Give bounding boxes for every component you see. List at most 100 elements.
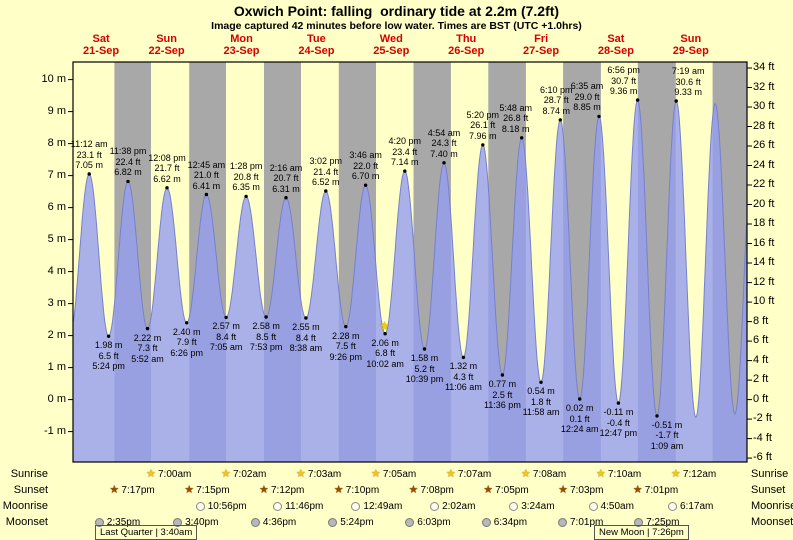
tide-annotation-low: -0.11 m -0.4 ft 12:47 pm — [590, 407, 646, 439]
tide-extreme-dot — [500, 373, 505, 377]
astro-time: 7:12am — [682, 469, 717, 480]
tide-area — [73, 100, 747, 462]
y-axis-label-ft: 34 ft — [753, 61, 775, 73]
day-date: 22-Sep — [148, 45, 185, 57]
annotation-line: 21.4 ft — [313, 166, 339, 177]
tide-annotation-low: 0.02 m 0.1 ft 12:24 am — [552, 403, 608, 435]
annotation-line: 5.2 ft — [414, 363, 435, 374]
annotation-line: 6:26 pm — [170, 347, 203, 358]
annotation-line: 23.1 ft — [76, 149, 102, 160]
y-axis-label-ft: -6 ft — [753, 451, 772, 464]
annotation-line: 0.54 m — [527, 386, 555, 397]
annotation-line: 2.28 m — [332, 330, 360, 341]
tide-annotation-high: 12:45 am 21.0 ft 6.41 m — [178, 160, 234, 192]
annotation-line: 2:16 am — [269, 162, 303, 173]
astro-time: 7:10am — [607, 469, 642, 480]
annotation-line: 1.58 m — [410, 353, 439, 363]
sunset-star-icon: ★ — [632, 484, 643, 496]
astro-time: 3:24am — [521, 501, 555, 512]
tide-annotation-high: 4:54 am 24.3 ft 7.40 m — [416, 128, 472, 160]
annotation-line: 23.4 ft — [392, 146, 418, 157]
day-name: Fri — [534, 33, 549, 45]
sunrise-star-icon: ★ — [445, 468, 456, 480]
annotation-line: 7:53 pm — [249, 342, 283, 352]
annotation-line: 1.98 m — [94, 340, 123, 351]
annotation-line: 6.52 m — [312, 177, 340, 187]
annotation-line: 11:12 am — [70, 139, 108, 149]
sunrise-star-icon: ★ — [295, 468, 306, 480]
annotation-line: 2.22 m — [133, 332, 162, 343]
annotation-line: 6:10 pm — [540, 84, 573, 95]
astro-time: 4:36pm — [262, 517, 297, 528]
sunrise-star-icon: ★ — [370, 468, 381, 480]
tide-annotation-low: 0.77 m 2.5 ft 11:36 pm — [474, 379, 530, 411]
y-axis-label-m: 4 m — [47, 264, 66, 277]
tide-extreme-dot — [264, 315, 268, 319]
annotation-line: 8.74 m — [542, 105, 571, 116]
annotation-line: 7.05 m — [75, 160, 103, 170]
y-axis-label-m: 0 m — [47, 392, 66, 405]
annotation-line: 21.7 ft — [154, 163, 180, 174]
annotation-line: 10:39 pm — [405, 374, 444, 384]
annotation-line: 4:20 pm — [388, 136, 422, 147]
astro-time: 7:02am — [233, 469, 267, 480]
annotation-line: 4.3 ft — [453, 371, 474, 382]
y-axis-label-ft: 0 ft — [753, 392, 769, 405]
tide-annotation-high: 12:08 pm 21.7 ft 6.62 m — [139, 153, 195, 185]
day-name: Sat — [607, 33, 625, 45]
astro-time: 7:17pm — [121, 485, 155, 496]
annotation-line: 6.70 m — [351, 171, 380, 182]
tide-extreme-dot — [635, 98, 640, 102]
moon-light-icon — [351, 502, 361, 511]
annotation-line: 11:38 pm — [109, 146, 147, 157]
annotation-line: 7.9 ft — [176, 337, 197, 348]
day-name: Tue — [307, 33, 326, 45]
y-axis-label-ft: 2 ft — [753, 373, 769, 386]
y-axis-label-ft: 10 ft — [753, 295, 775, 308]
annotation-line: 8.4 ft — [295, 332, 316, 343]
tide-annotation-high: 11:38 pm 22.4 ft 6.82 m — [100, 146, 156, 178]
astro-time: 7:12pm — [271, 485, 305, 496]
annotation-line: 8.4 ft — [216, 331, 237, 342]
astro-time: 7:07am — [457, 469, 492, 480]
annotation-line: 6.8 ft — [375, 348, 396, 359]
day-name: Mon — [230, 33, 253, 45]
moon-dark-icon — [558, 518, 567, 527]
annotation-line: 11:36 pm — [483, 400, 521, 410]
tide-extreme-dot — [324, 189, 328, 193]
day-name: Sun — [680, 33, 702, 45]
tide-extreme-dot — [244, 194, 248, 199]
day-name: Sun — [156, 33, 177, 45]
tide-extreme-dot — [539, 380, 543, 384]
annotation-line: 22.4 ft — [115, 156, 141, 167]
moon-dark-icon — [173, 518, 183, 527]
y-axis-label-ft: 14 ft — [753, 256, 775, 268]
annotation-line: 0.1 ft — [569, 413, 590, 424]
tide-extreme-dot — [284, 196, 288, 200]
annotation-line: 20.8 ft — [233, 171, 259, 182]
astro-time: 7:25pm — [646, 517, 680, 528]
tide-extreme-dot — [597, 114, 601, 119]
annotation-line: 7.96 m — [469, 130, 497, 141]
y-axis-label-ft: -4 ft — [753, 431, 772, 444]
annotation-line: 7:05 am — [209, 342, 243, 353]
day-date: 21-Sep — [83, 45, 120, 57]
annotation-line: 1.8 ft — [530, 396, 551, 407]
annotation-line: 6.41 m — [192, 180, 221, 191]
day-label: Sun 29-Sep — [657, 33, 725, 57]
page-subtitle: Image captured 42 minutes before low wat… — [211, 20, 582, 32]
annotation-line: -0.51 m — [651, 419, 683, 430]
sunset-star-icon: ★ — [333, 484, 344, 496]
astro-time: 6:17am — [680, 501, 714, 512]
y-axis-label-m: -1 m — [44, 424, 66, 437]
y-axis-label-m: 10 m — [41, 72, 66, 85]
annotation-line: 0.77 m — [488, 379, 517, 389]
day-label: Sat 21-Sep — [67, 33, 135, 57]
sunrise-star-icon: ★ — [670, 468, 681, 480]
sunrise-star-icon: ★ — [146, 468, 156, 480]
